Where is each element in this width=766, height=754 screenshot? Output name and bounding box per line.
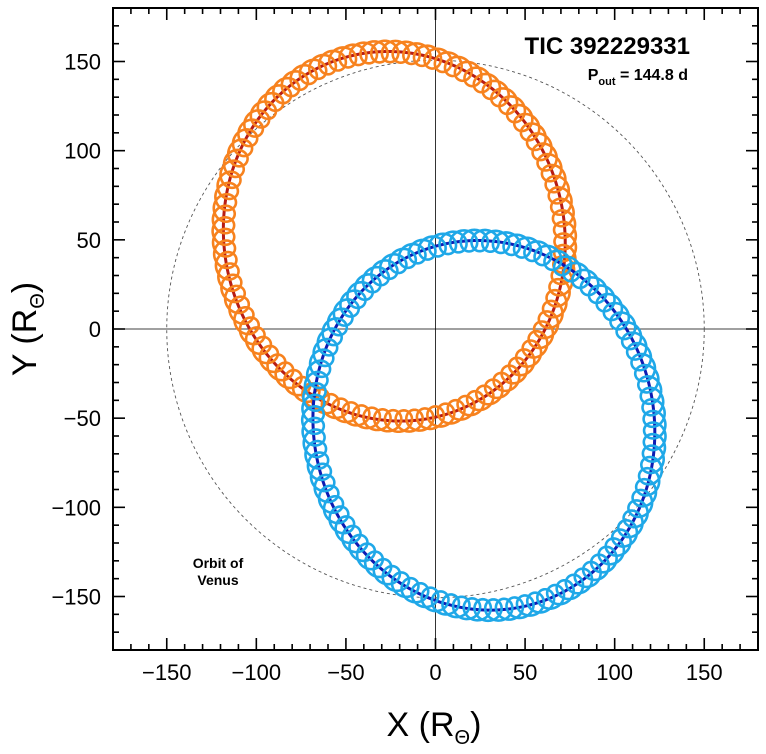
x-tick-label: −150 [142,660,192,685]
series-trajectory-line [300,228,667,623]
x-tick-label: 0 [429,660,441,685]
y-tick-labels: −150 −100 −50 0 50 100 150 [51,50,101,610]
x-tick-label: −50 [327,660,364,685]
x-tick-label: 50 [513,660,537,685]
venus-annotation-line1: Orbit of [193,555,244,571]
y-tick-label: 0 [89,317,101,342]
y-tick-label: 50 [77,228,101,253]
y-axis-title-close: ) [6,282,44,293]
x-axis-title-close: ) [470,706,481,744]
x-tick-labels: −150 −100 −50 0 50 100 150 [142,660,723,685]
y-tick-label: 150 [64,50,101,75]
series-orange [211,39,578,434]
venus-orbit-circle [166,59,705,599]
x-tick-label: −100 [232,660,282,685]
venus-annotation-line2: Venus [197,572,238,588]
subtitle-subscript: out [598,76,615,88]
series-trajectory-line [211,39,578,434]
y-axis-title: Y (RΘ) [6,282,49,376]
chart-subtitle: Pout = 144.8 d [588,67,688,88]
series-guide-line [311,238,657,612]
y-axis-title-main: Y (R [6,309,44,376]
chart-title: TIC 392229331 [525,33,690,60]
zero-lines [113,8,758,650]
series-layer [211,39,667,623]
y-axis-title-sub: Θ [27,293,49,309]
series-blue [300,228,667,623]
subtitle-suffix: = 144.8 d [616,67,689,84]
venus-orbit-circle-layer [166,59,705,599]
x-axis-title: X (RΘ) [387,706,482,749]
x-tick-label: 100 [596,660,633,685]
y-tick-label: −50 [64,406,101,431]
x-axis-title-sub: Θ [455,727,471,749]
subtitle-prefix: P [588,67,599,84]
axis-ticks [113,8,758,650]
y-tick-label: 100 [64,139,101,164]
y-tick-label: −150 [51,585,101,610]
series-guide-line [221,49,567,423]
x-axis-title-main: X (R [387,706,455,744]
x-tick-label: 150 [686,660,723,685]
y-tick-label: −100 [51,495,101,520]
